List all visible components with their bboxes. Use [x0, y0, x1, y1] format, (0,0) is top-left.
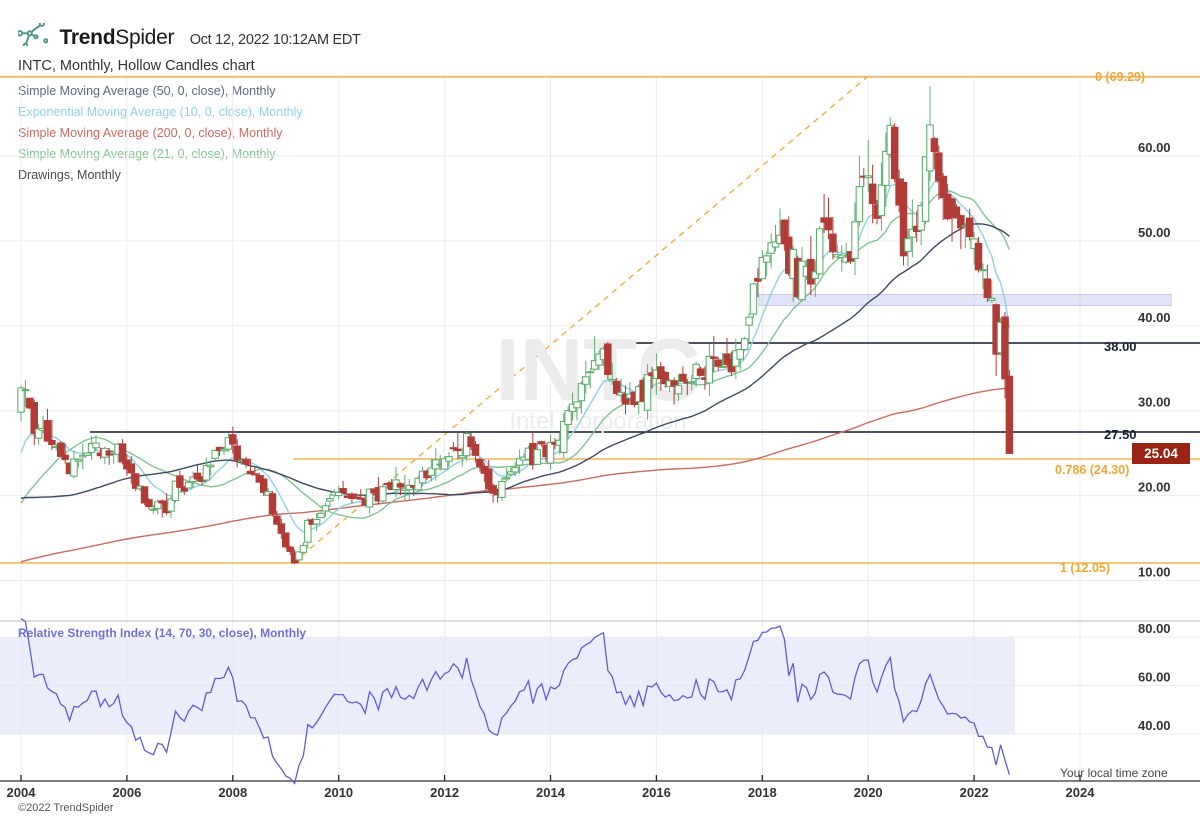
svg-text:30.00: 30.00 [1138, 395, 1171, 410]
svg-text:2004: 2004 [7, 785, 37, 800]
svg-text:2008: 2008 [218, 785, 247, 800]
svg-text:1 (12.05): 1 (12.05) [1060, 561, 1110, 575]
svg-text:60.00: 60.00 [1138, 140, 1171, 155]
svg-text:25.04: 25.04 [1144, 446, 1178, 461]
svg-text:27.50: 27.50 [1104, 427, 1137, 442]
svg-text:20.00: 20.00 [1138, 480, 1171, 495]
svg-text:50.00: 50.00 [1138, 225, 1171, 240]
svg-text:2024: 2024 [1066, 785, 1096, 800]
svg-text:40.00: 40.00 [1138, 310, 1171, 325]
svg-text:2022: 2022 [960, 785, 989, 800]
svg-text:10.00: 10.00 [1138, 565, 1171, 580]
svg-text:2020: 2020 [854, 785, 883, 800]
svg-text:2010: 2010 [324, 785, 353, 800]
svg-text:38.00: 38.00 [1104, 339, 1137, 354]
svg-text:40.00: 40.00 [1138, 718, 1171, 733]
svg-text:0 (69.29): 0 (69.29) [1095, 70, 1145, 84]
svg-text:80.00: 80.00 [1138, 621, 1171, 636]
svg-text:2012: 2012 [430, 785, 459, 800]
svg-text:60.00: 60.00 [1138, 670, 1171, 685]
svg-text:2006: 2006 [112, 785, 141, 800]
svg-text:Intel Corporation: Intel Corporation [509, 408, 686, 435]
svg-text:2016: 2016 [642, 785, 671, 800]
svg-text:2018: 2018 [748, 785, 777, 800]
svg-text:2014: 2014 [536, 785, 566, 800]
svg-text:0.786 (24.30): 0.786 (24.30) [1055, 463, 1129, 477]
